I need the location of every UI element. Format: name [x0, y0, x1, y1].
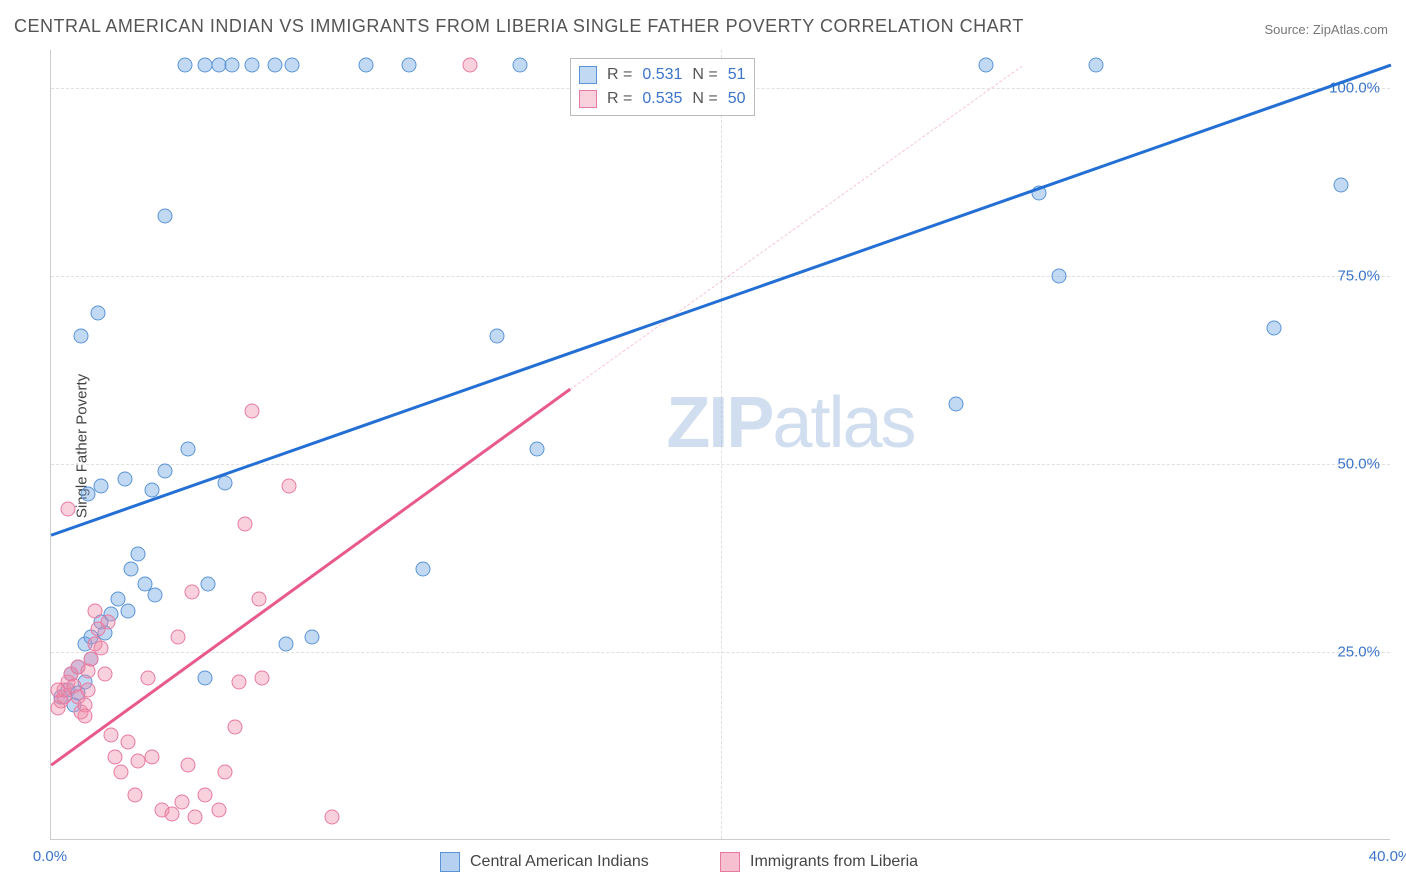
chart-title: CENTRAL AMERICAN INDIAN VS IMMIGRANTS FR…: [14, 16, 1024, 37]
scatter-point: [171, 629, 186, 644]
y-tick-label: 75.0%: [1337, 267, 1380, 284]
scatter-point: [114, 765, 129, 780]
scatter-point: [245, 58, 260, 73]
scatter-point: [100, 614, 115, 629]
scatter-point: [188, 810, 203, 825]
y-tick-label: 25.0%: [1337, 643, 1380, 660]
scatter-point: [178, 58, 193, 73]
scatter-point: [268, 58, 283, 73]
scatter-point: [94, 641, 109, 656]
scatter-point: [94, 479, 109, 494]
scatter-point: [87, 603, 102, 618]
scatter-point: [97, 667, 112, 682]
scatter-point: [121, 735, 136, 750]
scatter-point: [255, 671, 270, 686]
scatter-point: [278, 637, 293, 652]
correlation-stats-box: R = 0.531 N = 51R = 0.535 N = 50: [570, 58, 755, 116]
scatter-point: [104, 727, 119, 742]
scatter-point: [251, 592, 266, 607]
legend-swatch-icon: [720, 852, 740, 872]
scatter-point: [281, 479, 296, 494]
scatter-point: [121, 603, 136, 618]
scatter-point: [325, 810, 340, 825]
scatter-point: [74, 328, 89, 343]
scatter-point: [1052, 268, 1067, 283]
stats-swatch-icon: [579, 90, 597, 108]
scatter-point: [948, 396, 963, 411]
legend-item-series-b: Immigrants from Liberia: [720, 852, 918, 872]
scatter-point: [238, 517, 253, 532]
scatter-point: [181, 757, 196, 772]
legend-swatch-icon: [440, 852, 460, 872]
source-attribution: Source: ZipAtlas.com: [1264, 22, 1388, 37]
scatter-point: [462, 58, 477, 73]
x-tick-label: 40.0%: [1369, 848, 1406, 865]
scatter-point: [305, 629, 320, 644]
scatter-point: [358, 58, 373, 73]
scatter-point: [245, 404, 260, 419]
scatter-point: [218, 475, 233, 490]
scatter-point: [402, 58, 417, 73]
scatter-point: [211, 802, 226, 817]
scatter-point: [90, 306, 105, 321]
scatter-point: [285, 58, 300, 73]
scatter-point: [231, 675, 246, 690]
scatter-point: [513, 58, 528, 73]
scatter-plot-area: 25.0%50.0%75.0%100.0%: [50, 50, 1390, 840]
scatter-point: [50, 682, 65, 697]
scatter-point: [201, 577, 216, 592]
scatter-point: [181, 441, 196, 456]
scatter-point: [144, 750, 159, 765]
scatter-point: [80, 682, 95, 697]
scatter-point: [415, 562, 430, 577]
scatter-point: [228, 720, 243, 735]
scatter-point: [141, 671, 156, 686]
scatter-point: [157, 464, 172, 479]
y-tick-label: 50.0%: [1337, 455, 1380, 472]
scatter-point: [124, 562, 139, 577]
stats-row: R = 0.535 N = 50: [579, 87, 746, 111]
scatter-point: [1266, 321, 1281, 336]
scatter-point: [107, 750, 122, 765]
stats-swatch-icon: [579, 66, 597, 84]
scatter-point: [157, 208, 172, 223]
scatter-point: [198, 671, 213, 686]
x-tick-label: 0.0%: [33, 848, 67, 865]
scatter-point: [978, 58, 993, 73]
scatter-point: [218, 765, 233, 780]
scatter-point: [174, 795, 189, 810]
scatter-point: [224, 58, 239, 73]
scatter-point: [1333, 178, 1348, 193]
scatter-point: [77, 708, 92, 723]
scatter-point: [198, 787, 213, 802]
legend-label: Immigrants from Liberia: [750, 853, 918, 871]
legend-label: Central American Indians: [470, 853, 649, 871]
legend-item-series-a: Central American Indians: [440, 852, 649, 872]
scatter-point: [1089, 58, 1104, 73]
scatter-point: [80, 486, 95, 501]
scatter-point: [131, 547, 146, 562]
stats-row: R = 0.531 N = 51: [579, 63, 746, 87]
scatter-point: [184, 584, 199, 599]
scatter-point: [60, 501, 75, 516]
scatter-point: [147, 588, 162, 603]
scatter-point: [489, 328, 504, 343]
scatter-point: [529, 441, 544, 456]
scatter-point: [117, 471, 132, 486]
scatter-point: [127, 787, 142, 802]
